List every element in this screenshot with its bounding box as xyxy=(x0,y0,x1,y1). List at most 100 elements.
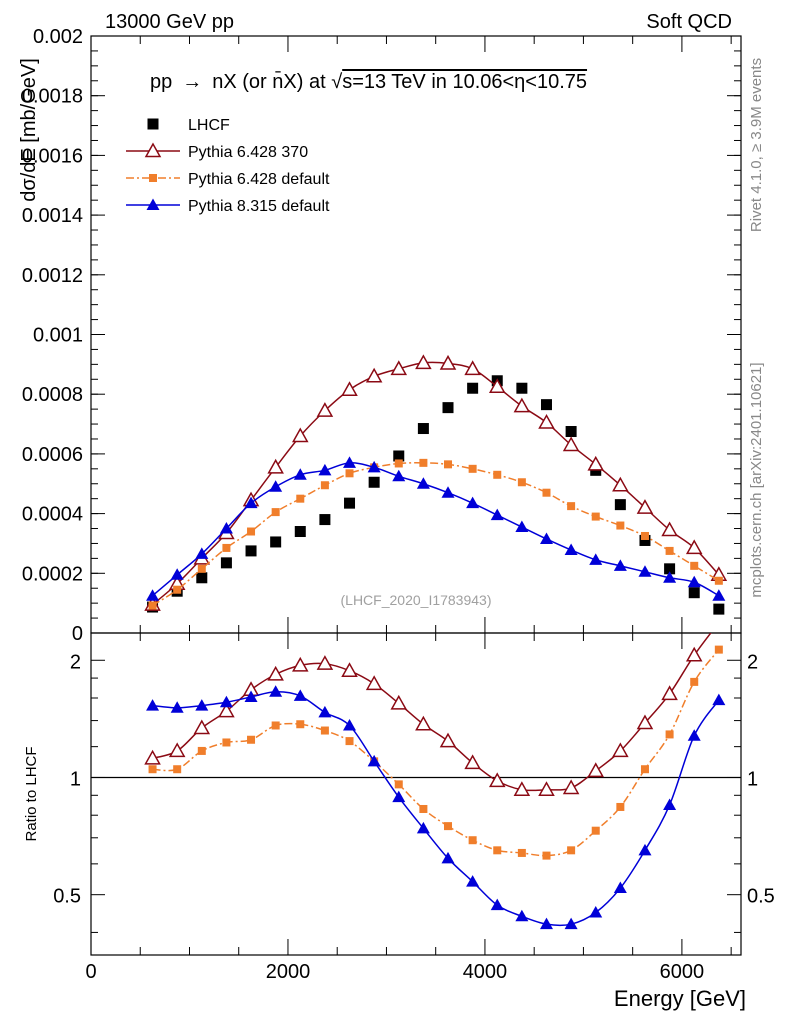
ratio-point-pythia-8-315-default-3 xyxy=(219,695,233,708)
ratio-point-pythia-6-428-default-7 xyxy=(320,726,329,735)
main-point-pythia-8-315-default-1 xyxy=(170,568,184,580)
main-point-pythia-6-428-default-10 xyxy=(394,459,403,468)
main-point-pythia-8-315-default-4 xyxy=(244,496,258,509)
main-point-lhcf-23 xyxy=(713,603,725,615)
ratio-point-pythia-6-428-default-14 xyxy=(493,846,502,855)
ratio-point-pythia-6-428-370-10 xyxy=(390,694,408,710)
ratio-point-pythia-6-428-370-12 xyxy=(439,732,457,748)
main-point-pythia-6-428-default-11 xyxy=(419,458,428,467)
main-line-pythia-8-315-default xyxy=(152,462,720,597)
ratio-point-pythia-6-428-370-5 xyxy=(267,665,284,681)
main-point-pythia-8-315-default-5 xyxy=(269,480,283,492)
main-y-tick-label-1: 0.0002 xyxy=(22,563,83,585)
ratio-point-pythia-6-428-370-1 xyxy=(168,742,186,758)
main-point-pythia-6-428-default-5 xyxy=(271,508,280,517)
main-point-lhcf-10 xyxy=(393,450,405,462)
ratio-point-pythia-8-315-default-14 xyxy=(490,898,504,911)
ratio-point-pythia-8-315-default-5 xyxy=(269,685,283,697)
main-panel: 0 0.0002 0.0004 0.0006 0.0008 0.001 0.0012 0.00… xyxy=(18,26,742,645)
title-part-arrow: → xyxy=(182,71,202,93)
main-point-pythia-6-428-370-14 xyxy=(488,378,506,393)
ratio-point-pythia-8-315-default-4 xyxy=(244,690,258,702)
main-point-lhcf-21 xyxy=(664,563,676,575)
main-point-pythia-8-315-default-21 xyxy=(663,571,677,583)
ratio-point-pythia-8-315-default-22 xyxy=(687,729,701,741)
main-point-lhcf-15 xyxy=(516,382,528,394)
ratio-point-pythia-6-428-default-8 xyxy=(345,737,354,746)
ratio-point-pythia-6-428-370-19 xyxy=(612,742,629,758)
legend-marker-lhcf xyxy=(147,118,159,130)
main-point-pythia-6-428-370-11 xyxy=(415,354,432,370)
main-point-pythia-6-428-default-17 xyxy=(567,502,576,511)
ratio-point-pythia-6-428-default-11 xyxy=(419,804,428,813)
main-point-pythia-6-428-370-12 xyxy=(439,354,457,370)
ratio-point-pythia-8-315-default-7 xyxy=(318,705,332,718)
ratio-point-pythia-6-428-370-18 xyxy=(587,762,605,778)
main-point-lhcf-16 xyxy=(540,399,552,411)
main-point-pythia-6-428-default-19 xyxy=(616,521,625,530)
main-point-pythia-6-428-370-21 xyxy=(661,521,678,537)
ratio-point-pythia-6-428-default-2 xyxy=(197,746,206,755)
main-point-pythia-6-428-default-15 xyxy=(517,478,526,487)
title-part-beam: pp xyxy=(150,71,172,93)
main-point-pythia-6-428-370-17 xyxy=(562,436,580,452)
main-point-lhcf-2 xyxy=(196,572,208,584)
main-point-lhcf-9 xyxy=(368,476,380,488)
main-y-tick-label-9: 0.0018 xyxy=(22,86,83,108)
ratio-point-pythia-8-315-default-12 xyxy=(441,851,455,864)
main-y-tick-label-7: 0.0014 xyxy=(22,205,83,227)
legend-marker-pythia-6-428-370 xyxy=(144,142,162,158)
main-point-pythia-8-315-default-8 xyxy=(343,456,357,468)
title-part-energy-range: s=13 TeV in 10.06<η<10.75 xyxy=(342,71,587,93)
ratio-point-pythia-8-315-default-19 xyxy=(613,881,627,894)
ratio-point-pythia-6-428-default-16 xyxy=(542,851,551,860)
ratio-point-pythia-6-428-370-2 xyxy=(193,719,211,735)
ratio-point-pythia-8-315-default-20 xyxy=(638,843,652,856)
main-point-pythia-6-428-370-5 xyxy=(267,458,284,474)
main-point-pythia-8-315-default-19 xyxy=(613,559,627,571)
main-point-lhcf-22 xyxy=(688,587,700,599)
ratio-point-pythia-8-315-default-15 xyxy=(515,909,529,922)
ratio-point-pythia-8-315-default-2 xyxy=(195,699,209,711)
main-point-pythia-6-428-370-15 xyxy=(513,397,531,413)
x-axis-label: Energy [GeV] xyxy=(614,986,746,1011)
main-y-tick-label-3: 0.0006 xyxy=(22,444,83,466)
ratio-point-pythia-6-428-370-3 xyxy=(218,702,235,718)
ratio-point-pythia-6-428-370-11 xyxy=(415,715,432,731)
analysis-id-watermark: (LHCF_2020_I1783943) xyxy=(341,592,492,608)
ratio-series-group xyxy=(91,633,741,930)
main-point-pythia-6-428-default-18 xyxy=(591,512,600,521)
ratio-y-axis-label: Ratio to LHCF xyxy=(23,746,40,841)
main-y-tick-label-10: 0.002 xyxy=(33,26,83,48)
legend-item-pythia-6-428-370: Pythia 6.428 370 xyxy=(126,142,308,161)
ratio-point-pythia-6-428-default-23 xyxy=(714,645,723,654)
main-point-pythia-6-428-370-18 xyxy=(587,455,605,471)
main-point-pythia-6-428-370-20 xyxy=(636,499,654,514)
main-point-lhcf-11 xyxy=(417,423,429,435)
title-part-antineutron: n̄X) at xyxy=(272,70,331,93)
main-point-pythia-6-428-370-19 xyxy=(612,476,629,492)
main-y-tick-label-0: 0 xyxy=(72,623,83,645)
main-point-lhcf-3 xyxy=(220,557,232,569)
ratio-point-pythia-6-428-default-10 xyxy=(394,780,403,789)
main-point-pythia-6-428-default-13 xyxy=(468,464,477,473)
main-y-tick-label-5: 0.001 xyxy=(33,325,83,347)
ratio-point-pythia-6-428-370-0 xyxy=(144,749,161,765)
ratio-y-tick-label-right-2: 2 xyxy=(747,651,758,673)
main-point-pythia-8-315-default-7 xyxy=(318,463,332,476)
main-point-pythia-6-428-370-9 xyxy=(365,367,383,383)
ratio-axis-ticks xyxy=(90,633,741,955)
ratio-point-pythia-6-428-370-8 xyxy=(341,662,358,677)
main-y-tick-label-2: 0.0004 xyxy=(22,504,83,526)
ratio-point-pythia-6-428-default-18 xyxy=(591,826,600,835)
header-process-label: 13000 GeV pp xyxy=(105,11,234,33)
main-point-lhcf-4 xyxy=(245,545,257,557)
ratio-point-pythia-8-315-default-8 xyxy=(343,718,357,731)
title-part-sqrt: √ xyxy=(331,71,342,93)
ratio-point-pythia-6-428-370-15 xyxy=(513,781,531,797)
ratio-point-pythia-6-428-default-13 xyxy=(468,836,477,845)
ratio-point-pythia-6-428-default-15 xyxy=(517,848,526,857)
x-tick-label-2: 4000 xyxy=(463,961,508,983)
main-point-pythia-8-315-default-16 xyxy=(539,532,553,544)
header-category-label: Soft QCD xyxy=(646,11,732,33)
